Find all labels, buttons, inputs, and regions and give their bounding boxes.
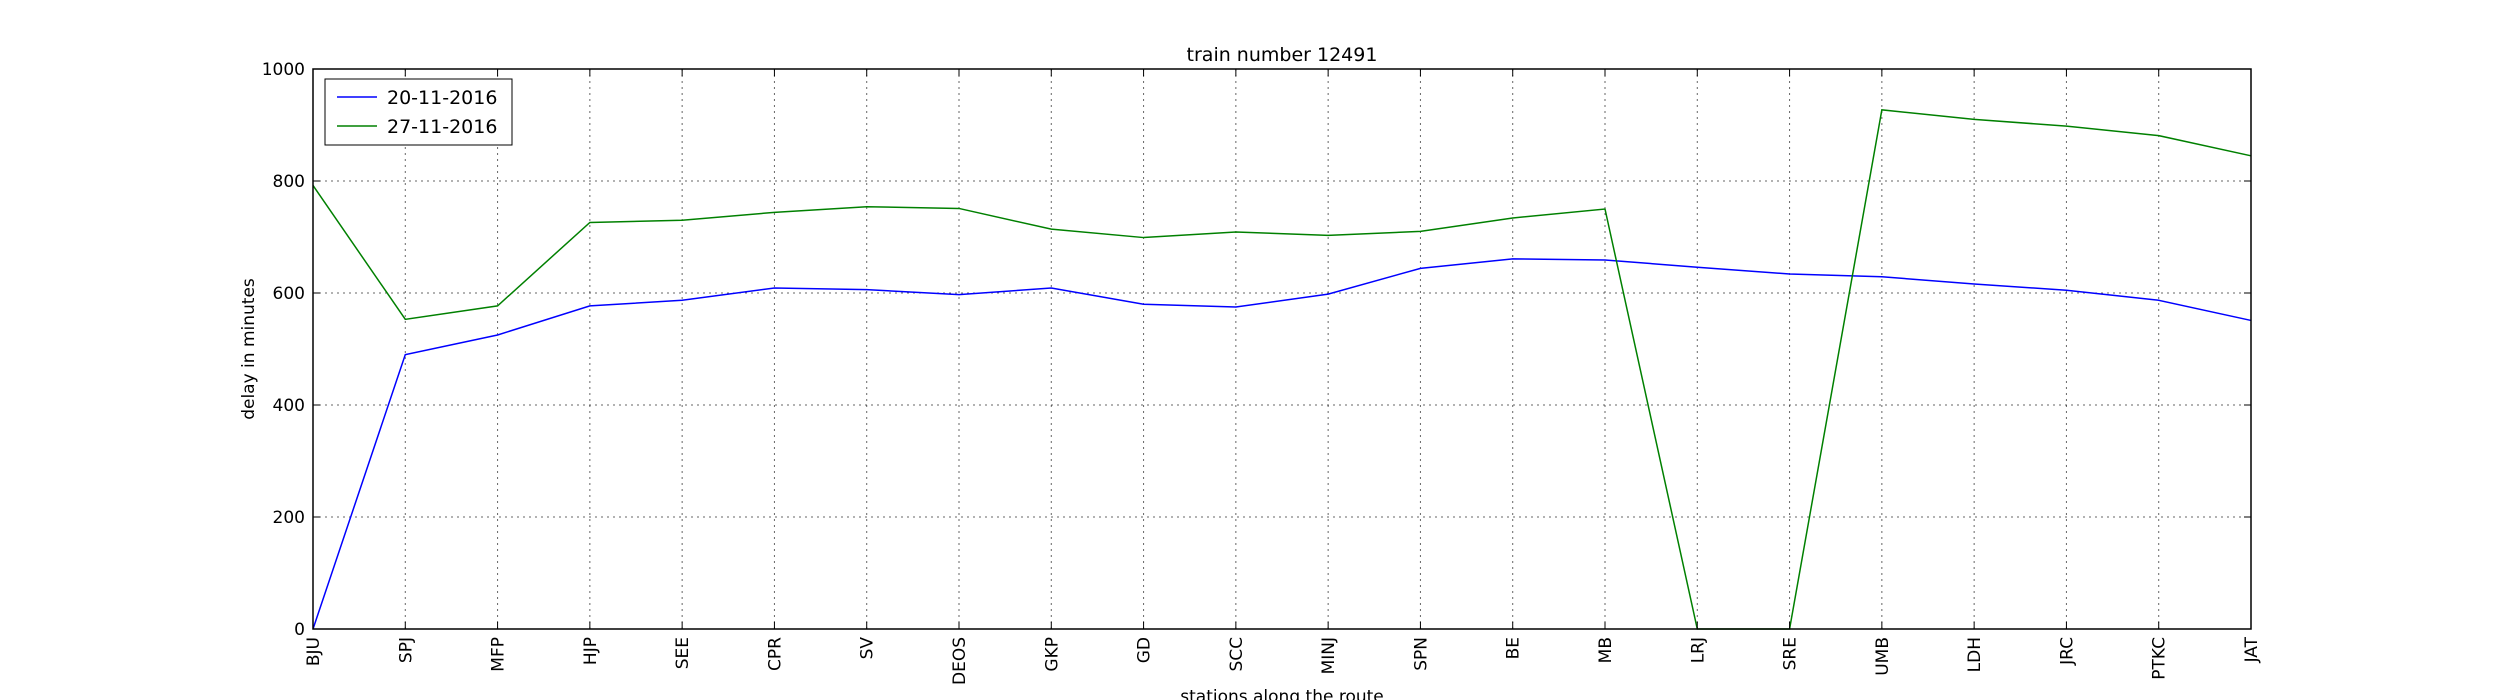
x-tick-label: DEOS	[950, 637, 970, 685]
x-tick-label: JRC	[2057, 637, 2077, 666]
x-tick-label: GD	[1135, 637, 1155, 663]
series-lines	[312, 109, 2252, 630]
axis-ticks	[312, 68, 2252, 630]
series-line-1	[312, 258, 2252, 630]
x-tick-label: SRE	[1781, 637, 1801, 670]
y-tick-label: 0	[294, 620, 305, 640]
y-tick-label: 400	[273, 396, 305, 416]
x-tick-label: LRJ	[1688, 637, 1708, 663]
x-tick-label: SPJ	[396, 637, 416, 663]
x-axis-title: stations along the route	[1180, 687, 1384, 700]
x-tick-label: SPN	[1411, 637, 1431, 671]
grid-lines	[313, 69, 2251, 629]
x-tick-labels: BJU SPJ MFP HJP SEE CPR SV DEOS GKP GD SCC MINJ SPN B…	[304, 636, 2262, 685]
legend: 20-11-2016 27-11-2016	[324, 78, 513, 146]
x-tick-label: MB	[1596, 637, 1616, 663]
y-axis-title: delay in minutes	[239, 278, 259, 420]
x-tick-label: GKP	[1042, 637, 1062, 672]
plot-frame	[312, 68, 2252, 630]
x-tick-label: BJU	[304, 637, 324, 666]
x-tick-label: SEE	[673, 637, 693, 669]
legend-label-1: 20-11-2016	[387, 87, 497, 109]
x-tick-label: CPR	[765, 637, 785, 671]
y-tick-label: 200	[273, 508, 305, 528]
legend-box	[324, 78, 513, 146]
x-tick-label: UMB	[1873, 637, 1893, 676]
x-tick-label: BE	[1504, 637, 1524, 659]
x-tick-label: MFP	[489, 637, 509, 672]
x-tick-label: HJP	[581, 637, 601, 665]
x-tick-label: LDH	[1965, 637, 1985, 672]
y-tick-label: 600	[273, 284, 305, 304]
legend-label-2: 27-11-2016	[387, 116, 497, 138]
y-tick-label: 1000	[262, 60, 305, 80]
x-tick-label: PTKC	[2150, 637, 2170, 680]
chart-title: train number 12491	[1187, 44, 1378, 66]
x-tick-label: JAT	[2242, 636, 2262, 663]
x-tick-label: SV	[858, 637, 878, 660]
y-tick-labels: 0 200 400 600 800 1000	[262, 60, 305, 640]
series-line-2	[312, 109, 2252, 630]
x-tick-label: SCC	[1227, 637, 1247, 672]
x-tick-label: MINJ	[1319, 637, 1339, 674]
y-tick-label: 800	[273, 172, 305, 192]
